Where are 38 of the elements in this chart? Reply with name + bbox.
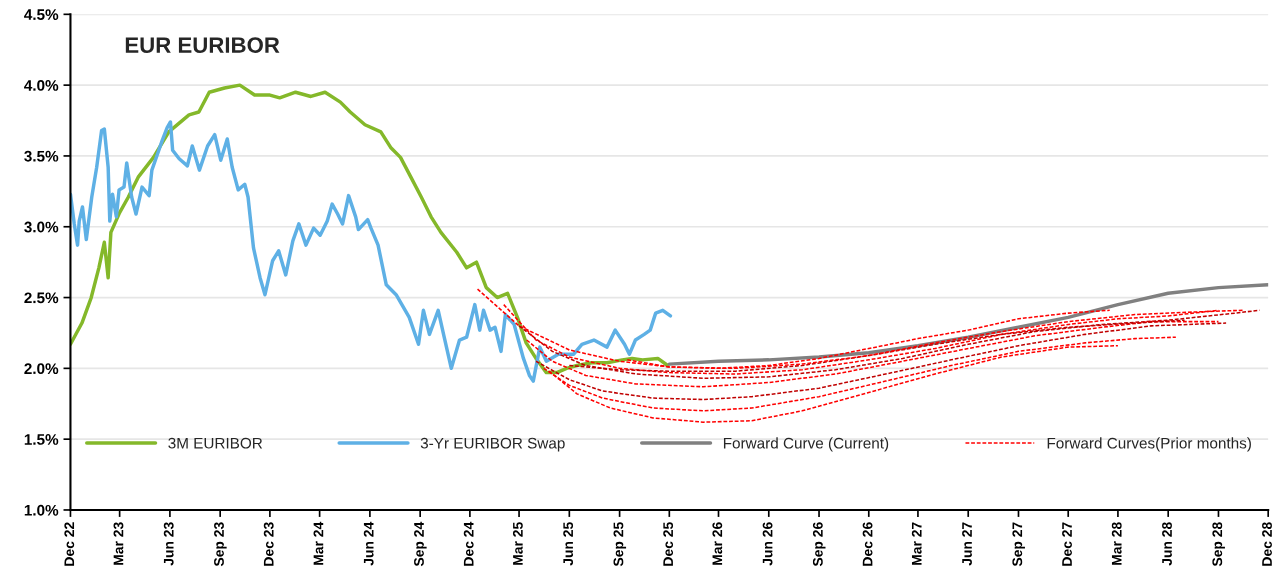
y-tick-label: 3.0% bbox=[24, 221, 59, 233]
x-tick-label: Jun 27 bbox=[962, 522, 972, 566]
x-tick-label: Dec 22 bbox=[64, 522, 75, 566]
x-tick-label: Dec 27 bbox=[1062, 522, 1072, 566]
legend-label: 3M EURIBOR bbox=[168, 437, 263, 449]
y-tick-label: 3.5% bbox=[24, 150, 59, 162]
x-tick-label: Jun 24 bbox=[363, 521, 374, 566]
x-tick-label: Dec 26 bbox=[862, 522, 873, 566]
x-tick-label: Sep 24 bbox=[414, 521, 427, 567]
x-tick-label: Sep 23 bbox=[214, 522, 227, 567]
x-tick-label: Jun 26 bbox=[762, 522, 773, 566]
x-tick-label: Mar 24 bbox=[313, 521, 324, 565]
x-tick-label: Jun 28 bbox=[1162, 522, 1172, 566]
legend-label: Forward Curve (Current) bbox=[723, 437, 889, 452]
legend-label: 3-Yr EURIBOR Swap bbox=[420, 437, 565, 452]
x-tick-label: Mar 25 bbox=[512, 522, 523, 565]
y-tick-label: 4.5% bbox=[24, 9, 59, 21]
x-tick-label: Jun 25 bbox=[563, 522, 574, 566]
x-tick-label: Dec 23 bbox=[263, 522, 274, 566]
x-tick-label: Sep 27 bbox=[1012, 522, 1025, 567]
x-tick-label: Jun 23 bbox=[163, 522, 174, 566]
text: EUR EURIBOR bbox=[125, 37, 280, 53]
x-tick-label: Sep 25 bbox=[613, 522, 627, 567]
x-tick-label: Mar 23 bbox=[113, 522, 124, 565]
x-tick-label: Mar 26 bbox=[712, 522, 723, 565]
x-tick-label: Dec 28 bbox=[1262, 522, 1272, 566]
y-tick-label: 2.0% bbox=[24, 363, 59, 375]
x-tick-label: Mar 27 bbox=[911, 522, 922, 565]
x-tick-label: Sep 28 bbox=[1212, 522, 1225, 567]
y-tick-label: 1.5% bbox=[24, 434, 59, 445]
y-tick-label: 4.0% bbox=[24, 80, 59, 91]
y-tick-label: 2.5% bbox=[24, 292, 59, 304]
x-tick-label: Sep 26 bbox=[812, 522, 826, 567]
legend-label: Forward Curves(Prior months) bbox=[1047, 437, 1251, 452]
y-tick-label: 1.0% bbox=[24, 504, 59, 516]
x-tick-label: Mar 28 bbox=[1111, 522, 1122, 565]
x-tick-label: Dec 24 bbox=[463, 521, 474, 566]
x-tick-label: Dec 25 bbox=[663, 522, 674, 566]
